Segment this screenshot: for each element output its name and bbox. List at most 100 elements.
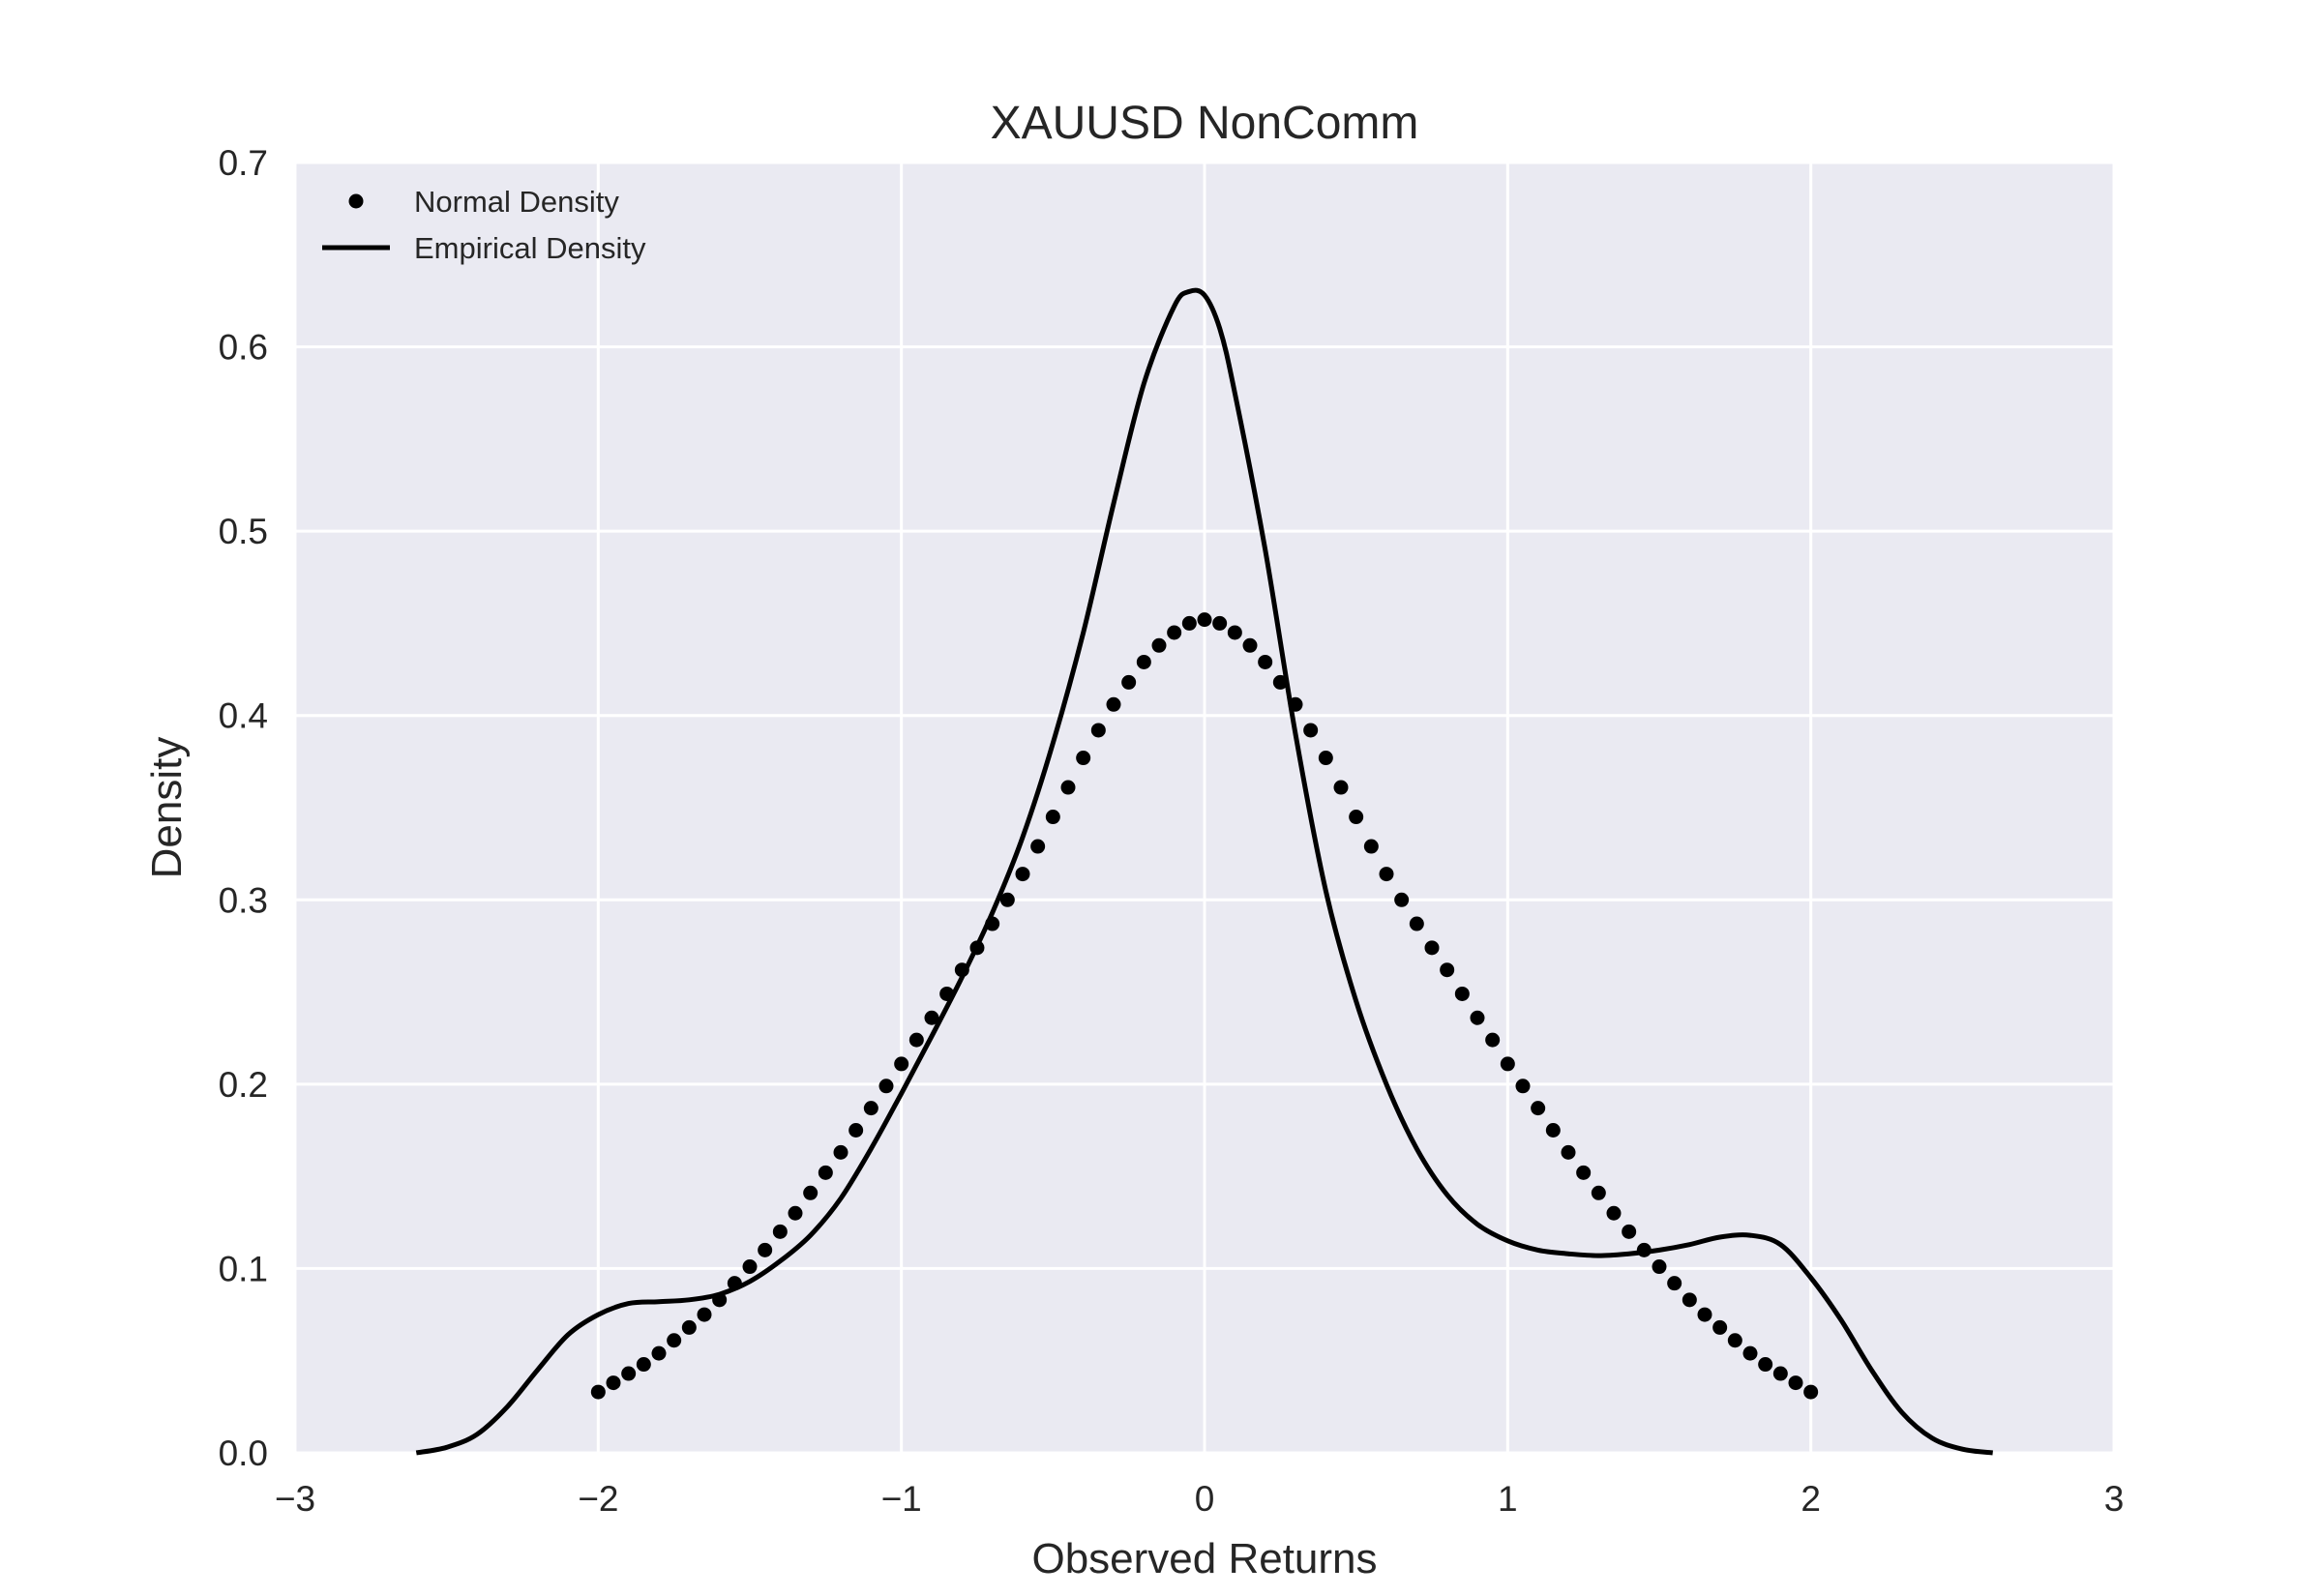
data-point [1106,696,1121,712]
data-point [1121,674,1137,690]
y-tick-label: 0.0 [219,1433,268,1473]
data-point [697,1307,712,1322]
data-point [818,1165,833,1180]
y-tick-label: 0.5 [219,512,268,551]
x-tick-label: 2 [1801,1479,1821,1519]
y-tick-label: 0.1 [219,1249,268,1288]
data-point [1712,1319,1728,1335]
data-point [1333,780,1349,795]
data-point [1015,867,1030,882]
data-point [1394,892,1410,907]
data-point [1485,1032,1501,1048]
chart-title: XAUUSD NonComm [991,98,1419,149]
data-point [1788,1375,1803,1391]
data-point [863,1101,878,1116]
data-point [1212,615,1228,631]
data-point [803,1185,819,1200]
y-tick-label: 0.7 [219,143,268,183]
legend-label-empirical-density: Empirical Density [414,231,646,265]
data-point [999,892,1015,907]
data-point [1440,962,1455,978]
data-point [1591,1185,1606,1200]
data-point [1181,615,1197,631]
data-point [788,1205,803,1221]
legend: Normal Density Empirical Density [322,185,646,265]
data-point [1470,1010,1485,1025]
y-tick-label: 0.2 [219,1065,268,1105]
y-tick-label: 0.6 [219,328,268,368]
x-tick-label: −2 [578,1479,618,1519]
data-point [1303,723,1319,738]
data-point [1197,612,1212,628]
data-point [1697,1307,1712,1322]
x-tick-label: 0 [1195,1479,1215,1519]
data-point [1060,780,1076,795]
data-point [681,1319,697,1335]
data-point [1151,637,1167,653]
data-point [1242,637,1258,653]
data-point [1500,1056,1515,1072]
series-line-empirical-density [415,287,1993,1456]
data-point [1622,1224,1637,1239]
x-axis-label: Observed Returns [1031,1535,1377,1582]
tick-labels: −3 −2 −1 0 1 2 3 0.0 0.1 0.2 0.3 0.4 0.5 0.6 0.7 [219,143,2125,1519]
data-point [1227,625,1242,640]
data-point [1667,1276,1682,1291]
data-point [1409,916,1424,931]
data-point [894,1056,909,1072]
data-point [1363,839,1379,854]
y-tick-label: 0.3 [219,880,268,920]
data-point [772,1224,788,1239]
data-point [924,1010,939,1025]
data-point [1136,654,1151,669]
x-tick-label: 3 [2104,1479,2125,1519]
data-point [1682,1292,1697,1308]
data-point [1758,1357,1773,1373]
y-tick-label: 0.4 [219,696,268,736]
data-point [1515,1079,1531,1094]
data-point [636,1357,651,1373]
data-point [1772,1366,1788,1381]
data-point [848,1123,864,1138]
data-point [1727,1333,1742,1348]
data-point [1349,810,1364,825]
data-point [1167,625,1182,640]
x-tick-label: −1 [881,1479,922,1519]
y-axis-label: Density [143,737,191,879]
legend-marker-normal-density [348,193,364,209]
data-point [651,1345,667,1361]
data-point [833,1144,848,1160]
series-layer [415,287,1993,1456]
data-point [1652,1259,1667,1275]
data-point [908,1032,924,1048]
data-point [1531,1101,1546,1116]
data-point [758,1242,773,1257]
series-points-normal-density [590,612,1819,1400]
data-point [1076,751,1091,766]
data-point [1742,1345,1758,1361]
data-point [1030,839,1046,854]
data-point [878,1079,894,1094]
data-point [742,1259,758,1275]
data-point [590,1384,606,1400]
data-point [1379,867,1394,882]
data-point [1090,723,1106,738]
data-point [1803,1384,1819,1400]
x-tick-label: 1 [1498,1479,1518,1519]
data-point [1318,751,1333,766]
data-point [667,1333,682,1348]
legend-label-normal-density: Normal Density [414,185,619,219]
data-point [1561,1144,1576,1160]
data-point [606,1375,621,1391]
data-point [1576,1165,1592,1180]
data-point [1045,810,1060,825]
data-point [1454,986,1470,1001]
data-point [1424,940,1440,956]
grid-lines [293,161,2116,1455]
data-point [1545,1123,1561,1138]
data-point [1258,654,1273,669]
data-point [1606,1205,1622,1221]
x-tick-label: −3 [275,1479,315,1519]
data-point [621,1366,637,1381]
